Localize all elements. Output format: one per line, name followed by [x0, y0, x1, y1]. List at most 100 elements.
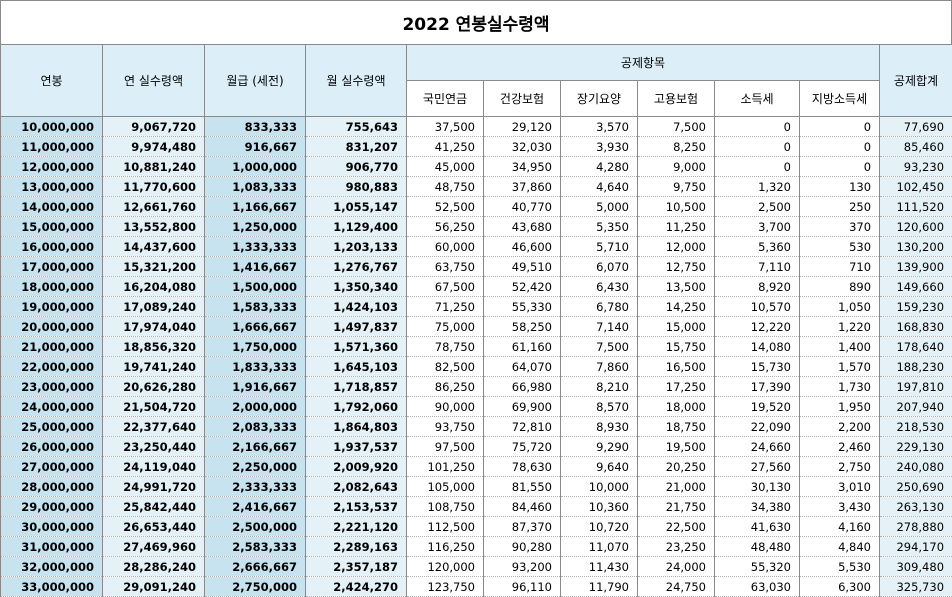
cell-health-insurance: 49,510 [484, 257, 561, 277]
cell-employment-insurance: 14,250 [638, 297, 715, 317]
cell-annual-net: 10,881,240 [103, 157, 205, 177]
cell-health-insurance: 29,120 [484, 117, 561, 137]
cell-national-pension: 67,500 [407, 277, 484, 297]
cell-national-pension: 71,250 [407, 297, 484, 317]
cell-monthly-gross: 1,500,000 [205, 277, 306, 297]
cell-total-deductions: 139,900 [880, 257, 952, 277]
cell-employment-insurance: 24,750 [638, 577, 715, 597]
cell-local-income-tax: 2,750 [800, 457, 880, 477]
cell-health-insurance: 84,460 [484, 497, 561, 517]
cell-national-pension: 101,250 [407, 457, 484, 477]
cell-income-tax: 55,320 [715, 557, 800, 577]
cell-employment-insurance: 23,250 [638, 537, 715, 557]
cell-national-pension: 86,250 [407, 377, 484, 397]
cell-monthly-gross: 833,333 [205, 117, 306, 137]
cell-salary: 11,000,000 [1, 137, 103, 157]
cell-annual-net: 11,770,600 [103, 177, 205, 197]
cell-salary: 14,000,000 [1, 197, 103, 217]
cell-health-insurance: 72,810 [484, 417, 561, 437]
cell-health-insurance: 40,770 [484, 197, 561, 217]
header-salary: 연봉 [1, 45, 103, 117]
cell-monthly-net: 1,276,767 [306, 257, 407, 277]
cell-monthly-net: 1,864,803 [306, 417, 407, 437]
cell-employment-insurance: 22,500 [638, 517, 715, 537]
cell-employment-insurance: 11,250 [638, 217, 715, 237]
cell-total-deductions: 93,230 [880, 157, 952, 177]
cell-employment-insurance: 18,750 [638, 417, 715, 437]
cell-health-insurance: 75,720 [484, 437, 561, 457]
cell-long-term-care: 5,710 [561, 237, 638, 257]
cell-monthly-net: 906,770 [306, 157, 407, 177]
cell-total-deductions: 309,480 [880, 557, 952, 577]
cell-local-income-tax: 0 [800, 137, 880, 157]
cell-monthly-net: 1,645,103 [306, 357, 407, 377]
cell-total-deductions: 250,690 [880, 477, 952, 497]
cell-annual-net: 24,991,720 [103, 477, 205, 497]
cell-local-income-tax: 6,300 [800, 577, 880, 597]
cell-monthly-net: 2,221,120 [306, 517, 407, 537]
header-national-pension: 국민연금 [407, 81, 484, 117]
cell-monthly-net: 2,153,537 [306, 497, 407, 517]
cell-salary: 16,000,000 [1, 237, 103, 257]
cell-income-tax: 63,030 [715, 577, 800, 597]
cell-income-tax: 48,480 [715, 537, 800, 557]
cell-monthly-gross: 2,000,000 [205, 397, 306, 417]
cell-total-deductions: 188,230 [880, 357, 952, 377]
cell-salary: 33,000,000 [1, 577, 103, 597]
cell-monthly-net: 980,883 [306, 177, 407, 197]
cell-health-insurance: 93,200 [484, 557, 561, 577]
cell-health-insurance: 66,980 [484, 377, 561, 397]
cell-monthly-gross: 1,333,333 [205, 237, 306, 257]
cell-salary: 29,000,000 [1, 497, 103, 517]
cell-local-income-tax: 370 [800, 217, 880, 237]
cell-annual-net: 28,286,240 [103, 557, 205, 577]
cell-local-income-tax: 130 [800, 177, 880, 197]
cell-health-insurance: 32,030 [484, 137, 561, 157]
cell-salary: 22,000,000 [1, 357, 103, 377]
cell-health-insurance: 52,420 [484, 277, 561, 297]
cell-employment-insurance: 20,250 [638, 457, 715, 477]
cell-long-term-care: 11,430 [561, 557, 638, 577]
cell-monthly-gross: 2,083,333 [205, 417, 306, 437]
cell-long-term-care: 9,640 [561, 457, 638, 477]
cell-local-income-tax: 4,160 [800, 517, 880, 537]
cell-local-income-tax: 530 [800, 237, 880, 257]
cell-salary: 12,000,000 [1, 157, 103, 177]
cell-salary: 30,000,000 [1, 517, 103, 537]
cell-salary: 25,000,000 [1, 417, 103, 437]
cell-national-pension: 116,250 [407, 537, 484, 557]
cell-monthly-net: 1,424,103 [306, 297, 407, 317]
cell-monthly-net: 1,203,133 [306, 237, 407, 257]
cell-health-insurance: 46,600 [484, 237, 561, 257]
cell-employment-insurance: 7,500 [638, 117, 715, 137]
cell-long-term-care: 10,720 [561, 517, 638, 537]
cell-annual-net: 20,626,280 [103, 377, 205, 397]
cell-salary: 13,000,000 [1, 177, 103, 197]
cell-health-insurance: 69,900 [484, 397, 561, 417]
cell-salary: 24,000,000 [1, 397, 103, 417]
cell-annual-net: 27,469,960 [103, 537, 205, 557]
cell-employment-insurance: 10,500 [638, 197, 715, 217]
cell-national-pension: 60,000 [407, 237, 484, 257]
cell-monthly-gross: 1,583,333 [205, 297, 306, 317]
cell-salary: 20,000,000 [1, 317, 103, 337]
cell-annual-net: 9,974,480 [103, 137, 205, 157]
cell-employment-insurance: 21,750 [638, 497, 715, 517]
cell-employment-insurance: 17,250 [638, 377, 715, 397]
cell-total-deductions: 240,080 [880, 457, 952, 477]
cell-total-deductions: 149,660 [880, 277, 952, 297]
cell-monthly-gross: 1,833,333 [205, 357, 306, 377]
cell-national-pension: 41,250 [407, 137, 484, 157]
cell-long-term-care: 7,500 [561, 337, 638, 357]
